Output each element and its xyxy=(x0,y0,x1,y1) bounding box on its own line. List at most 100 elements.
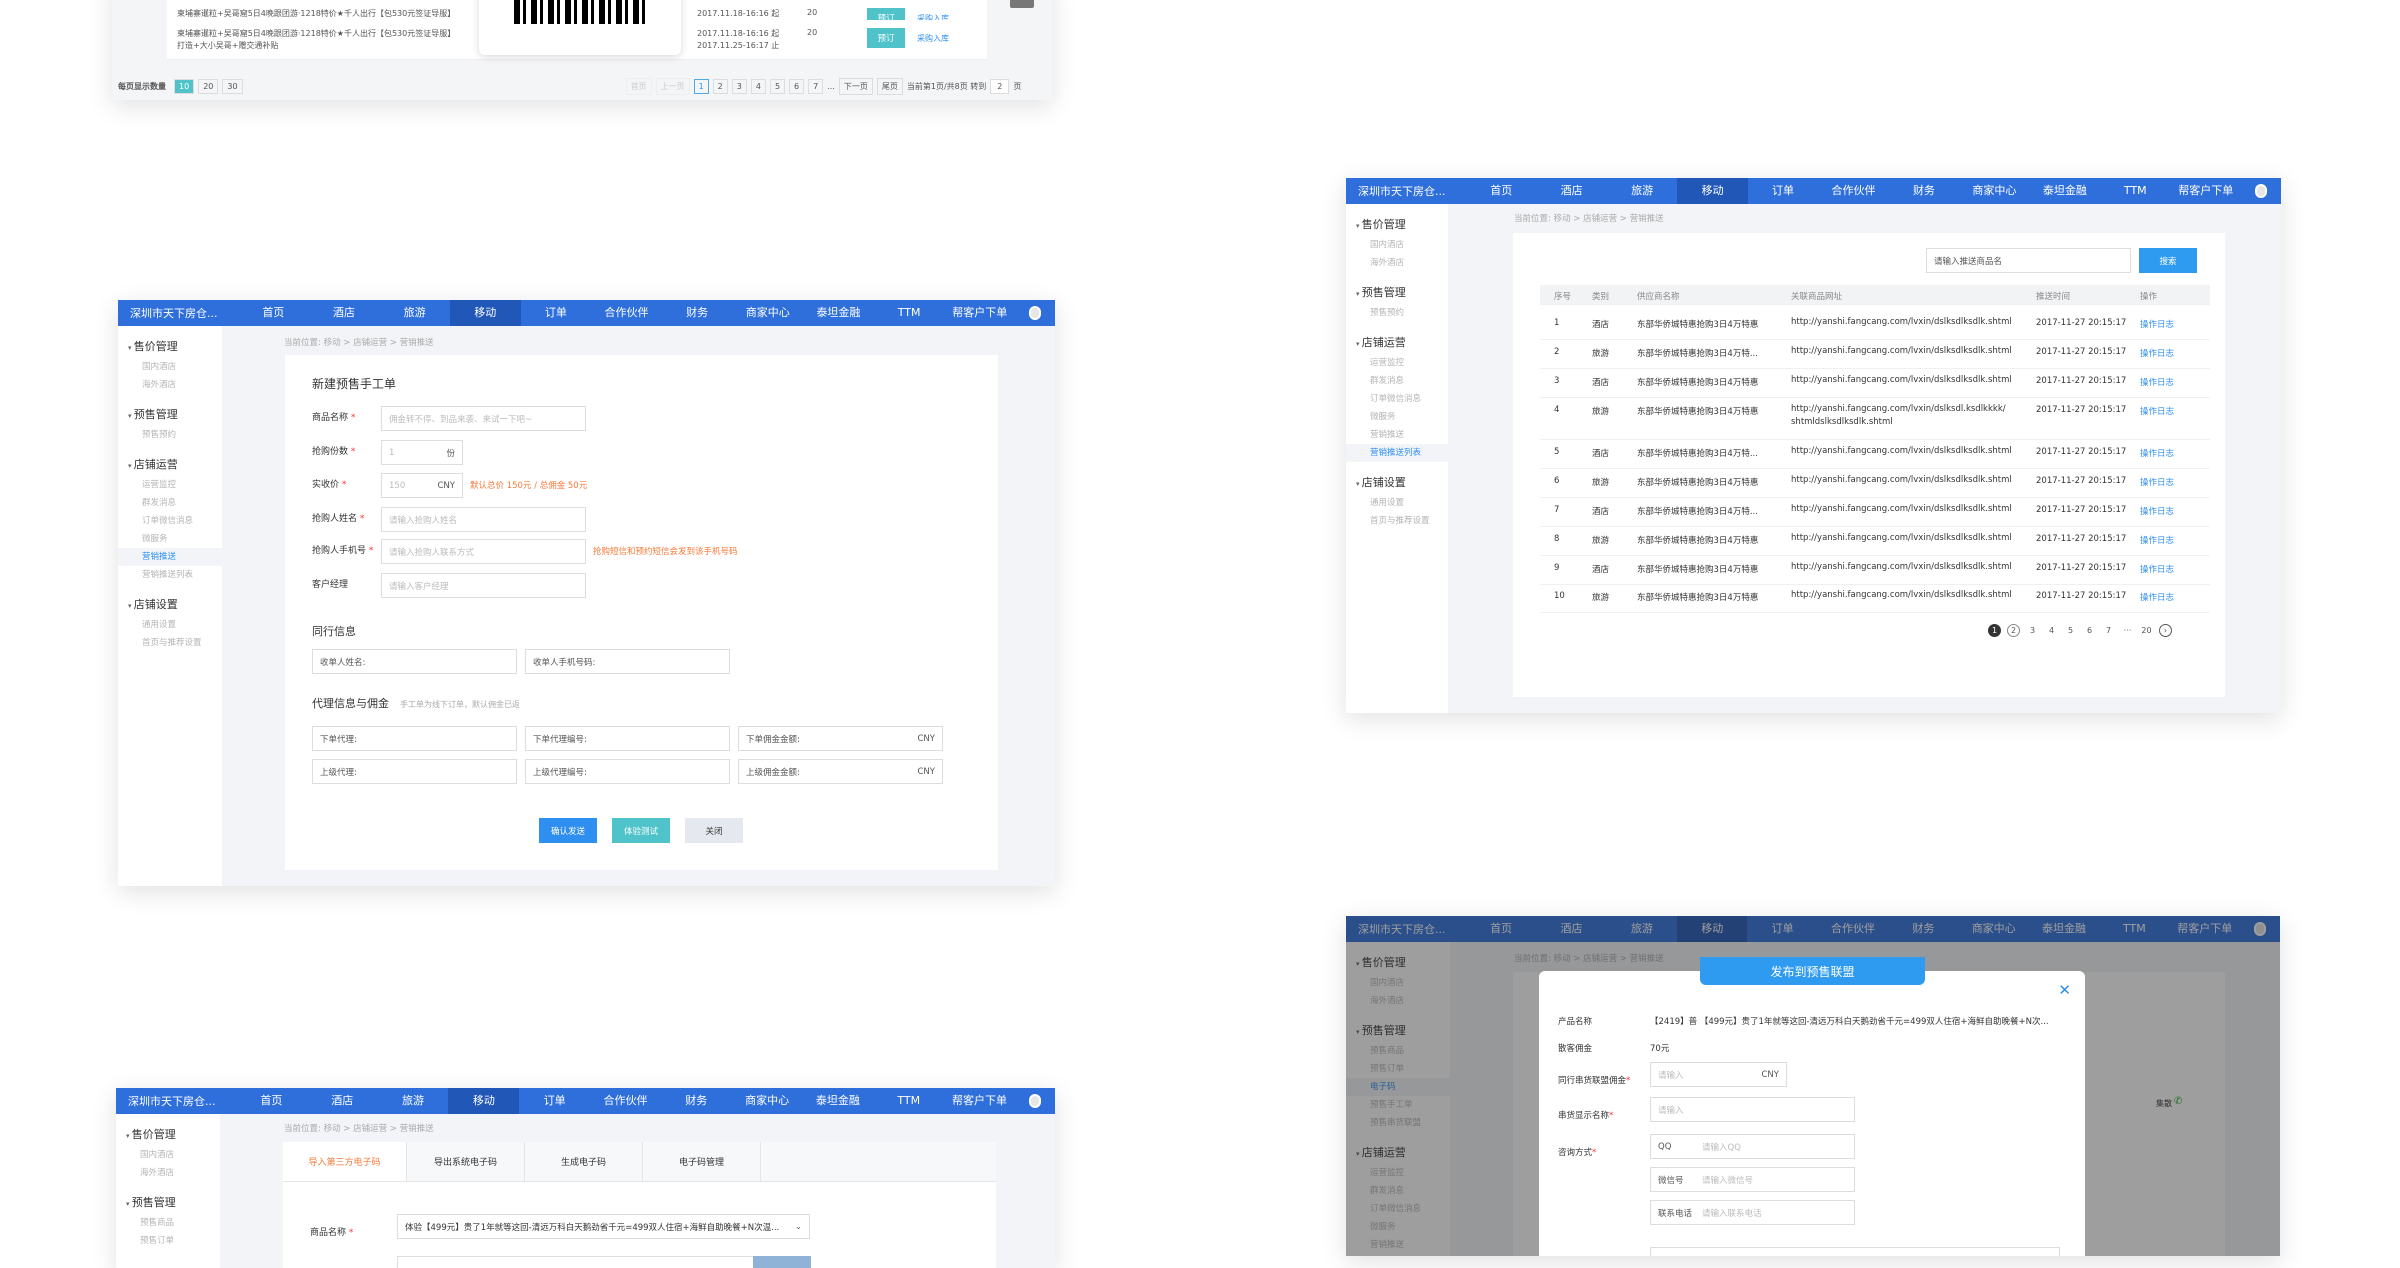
sidebar-item[interactable]: 电子码 xyxy=(1346,1078,1450,1096)
nav-item[interactable]: 酒店 xyxy=(331,1094,354,1107)
goto-input[interactable]: 2 xyxy=(990,79,1010,94)
page-number[interactable]: 7 xyxy=(808,79,824,94)
nav-item[interactable]: 财务 xyxy=(686,306,709,319)
nav-item[interactable]: 首页 xyxy=(1490,922,1513,935)
page-number[interactable]: 1 xyxy=(693,79,709,94)
sidebar-group[interactable]: 售价管理 xyxy=(116,1114,220,1146)
nav-item[interactable]: 财务 xyxy=(1912,184,1935,197)
agent-input[interactable]: 上级代理: xyxy=(312,759,517,784)
sidebar-group[interactable]: 预售管理 xyxy=(1346,1010,1450,1042)
sidebar-item[interactable]: 国内酒店 xyxy=(142,362,177,372)
nav-item[interactable]: 首页 xyxy=(260,1094,283,1107)
page-number[interactable]: 6 xyxy=(789,79,805,94)
sidebar-item[interactable]: 海外酒店 xyxy=(1370,996,1405,1006)
sidebar-item[interactable]: 运营监控 xyxy=(1370,1168,1405,1178)
avatar[interactable] xyxy=(1015,1094,1055,1108)
nav-item[interactable]: 合作伙伴 xyxy=(1830,922,1875,935)
page-last[interactable]: 尾页 xyxy=(876,78,903,95)
operation-log-link[interactable]: 操作日志 xyxy=(2140,536,2175,546)
sidebar-item[interactable]: 海外酒店 xyxy=(142,380,177,390)
agent-input[interactable]: 下单代理: xyxy=(312,726,517,751)
search-input[interactable]: 请输入推送商品名 xyxy=(1926,248,2131,273)
nav-item[interactable]: 合作伙伴 xyxy=(604,306,649,319)
sidebar-item[interactable]: 国内酒店 xyxy=(1370,240,1405,250)
sidebar-item[interactable]: 首页与推荐设置 xyxy=(142,638,202,648)
sidebar-item[interactable]: 群发消息 xyxy=(1370,1186,1405,1196)
nav-item[interactable]: 财务 xyxy=(685,1094,708,1107)
avatar[interactable] xyxy=(2240,922,2280,936)
operation-log-link[interactable]: 操作日志 xyxy=(2140,507,2175,517)
sidebar-item[interactable]: 预售订单 xyxy=(1370,1064,1405,1074)
operation-log-link[interactable]: 操作日志 xyxy=(2140,478,2175,488)
nav-item[interactable]: 酒店 xyxy=(1560,922,1583,935)
nav-item[interactable]: 旅游 xyxy=(402,1094,425,1107)
sidebar-group[interactable]: 预售管理 xyxy=(116,1182,220,1214)
second-field-input[interactable] xyxy=(397,1256,810,1268)
tab[interactable]: 导入第三方电子码 xyxy=(283,1142,407,1181)
tab[interactable]: 电子码管理 xyxy=(643,1142,761,1181)
page-number[interactable]: 3 xyxy=(2029,626,2036,635)
nav-item[interactable]: TTM xyxy=(2123,184,2147,197)
page-number[interactable]: 1 xyxy=(1988,624,2001,637)
nav-item[interactable]: 帮客户下单 xyxy=(2177,922,2233,935)
nav-brand[interactable]: 深圳市天下房仓... xyxy=(1358,923,1446,936)
search-button[interactable]: 搜索 xyxy=(2139,248,2197,273)
contact-input[interactable]: 微信号 请输入微信号 xyxy=(1650,1167,1855,1192)
tab[interactable]: 生成电子码 xyxy=(525,1142,643,1181)
sidebar-item[interactable]: 微服务 xyxy=(1370,1222,1396,1232)
nav-item[interactable]: 首页 xyxy=(1490,184,1513,197)
sidebar-item[interactable]: 营销推送 xyxy=(1370,1240,1405,1250)
product-title[interactable]: 柬埔寨暹粒+吴哥窟5日4晚跟团游·1218特价★千人出行【包530元签证导服】 xyxy=(177,29,456,38)
sidebar-group[interactable]: 预售管理 xyxy=(1346,272,1448,304)
sidebar-item[interactable]: 通用设置 xyxy=(1370,498,1405,508)
operation-log-link[interactable]: 操作日志 xyxy=(2140,378,2175,388)
display-name-input[interactable]: 请输入 xyxy=(1650,1097,1855,1122)
field-input[interactable]: 150 CNY xyxy=(381,473,463,498)
nav-item[interactable]: 商家中心 xyxy=(745,306,790,319)
agent-input[interactable]: 上级佣金金额: CNY xyxy=(738,759,943,784)
sidebar-item[interactable]: 营销推送列表 xyxy=(142,570,194,580)
sidebar-item[interactable]: 海外酒店 xyxy=(140,1168,175,1178)
sidebar-item[interactable]: 运营监控 xyxy=(142,480,177,490)
nav-item[interactable]: 商家中心 xyxy=(1972,184,2017,197)
page-number[interactable]: ··· xyxy=(2123,626,2132,635)
nav-item[interactable]: 订单 xyxy=(544,306,567,319)
nav-item[interactable]: 订单 xyxy=(543,1094,566,1107)
nav-item[interactable]: 移动 xyxy=(448,1088,520,1114)
nav-item[interactable]: 泰坦金融 xyxy=(815,1094,860,1107)
sidebar-item[interactable]: 微服务 xyxy=(1370,412,1396,422)
sidebar-item[interactable]: 预售手工单 xyxy=(1370,1100,1413,1110)
operation-log-link[interactable]: 操作日志 xyxy=(2140,407,2175,417)
sidebar-item[interactable]: 海外酒店 xyxy=(1370,258,1405,268)
test-button[interactable]: 体验测试 xyxy=(612,818,670,843)
nav-item[interactable]: TTM xyxy=(897,306,921,319)
sidebar-group[interactable]: 店铺运营 xyxy=(1346,1132,1450,1164)
nav-item[interactable]: 帮客户下单 xyxy=(952,1094,1008,1107)
nav-brand[interactable]: 深圳市天下房仓... xyxy=(130,307,218,320)
sidebar-item[interactable]: 订单微信消息 xyxy=(1370,394,1422,404)
sidebar-item[interactable]: 营销推送 xyxy=(118,548,222,566)
sidebar-group[interactable]: 店铺设置 xyxy=(1346,462,1448,494)
nav-item[interactable]: 酒店 xyxy=(1560,184,1583,197)
sidebar-item[interactable]: 预售订单 xyxy=(140,1236,175,1246)
page-number[interactable]: 7 xyxy=(2105,626,2112,635)
nav-item[interactable]: 旅游 xyxy=(403,306,426,319)
sidebar-item[interactable]: 群发消息 xyxy=(142,498,177,508)
sidebar-item[interactable]: 预售商品 xyxy=(1370,1046,1405,1056)
sidebar-item[interactable]: 预售预约 xyxy=(1370,308,1405,318)
sidebar-item[interactable]: 订单微信消息 xyxy=(142,516,194,526)
sidebar-group[interactable]: 店铺设置 xyxy=(118,584,222,616)
sidebar-group[interactable]: 店铺运营 xyxy=(118,444,222,476)
tab[interactable]: 导出系统电子码 xyxy=(407,1142,525,1181)
sidebar-item[interactable]: 营销推送列表 xyxy=(1346,444,1448,462)
product-title[interactable]: 柬埔寨暹粒+吴哥窟5日4晚跟团游·1218特价★千人出行【包530元签证导服】 xyxy=(177,9,456,18)
nav-item[interactable]: 商家中心 xyxy=(1971,922,2016,935)
sidebar-group[interactable]: 预售管理 xyxy=(118,394,222,426)
page-next[interactable]: 下一页 xyxy=(838,78,873,95)
page-number[interactable]: 5 xyxy=(2067,626,2074,635)
purchase-link[interactable]: 采购入库 xyxy=(917,34,949,43)
nav-item[interactable]: 泰坦金融 xyxy=(816,306,861,319)
agent-input[interactable]: 下单佣金金额: CNY xyxy=(738,726,943,751)
page-size-option[interactable]: 30 xyxy=(222,79,243,94)
page-number[interactable]: 6 xyxy=(2086,626,2093,635)
